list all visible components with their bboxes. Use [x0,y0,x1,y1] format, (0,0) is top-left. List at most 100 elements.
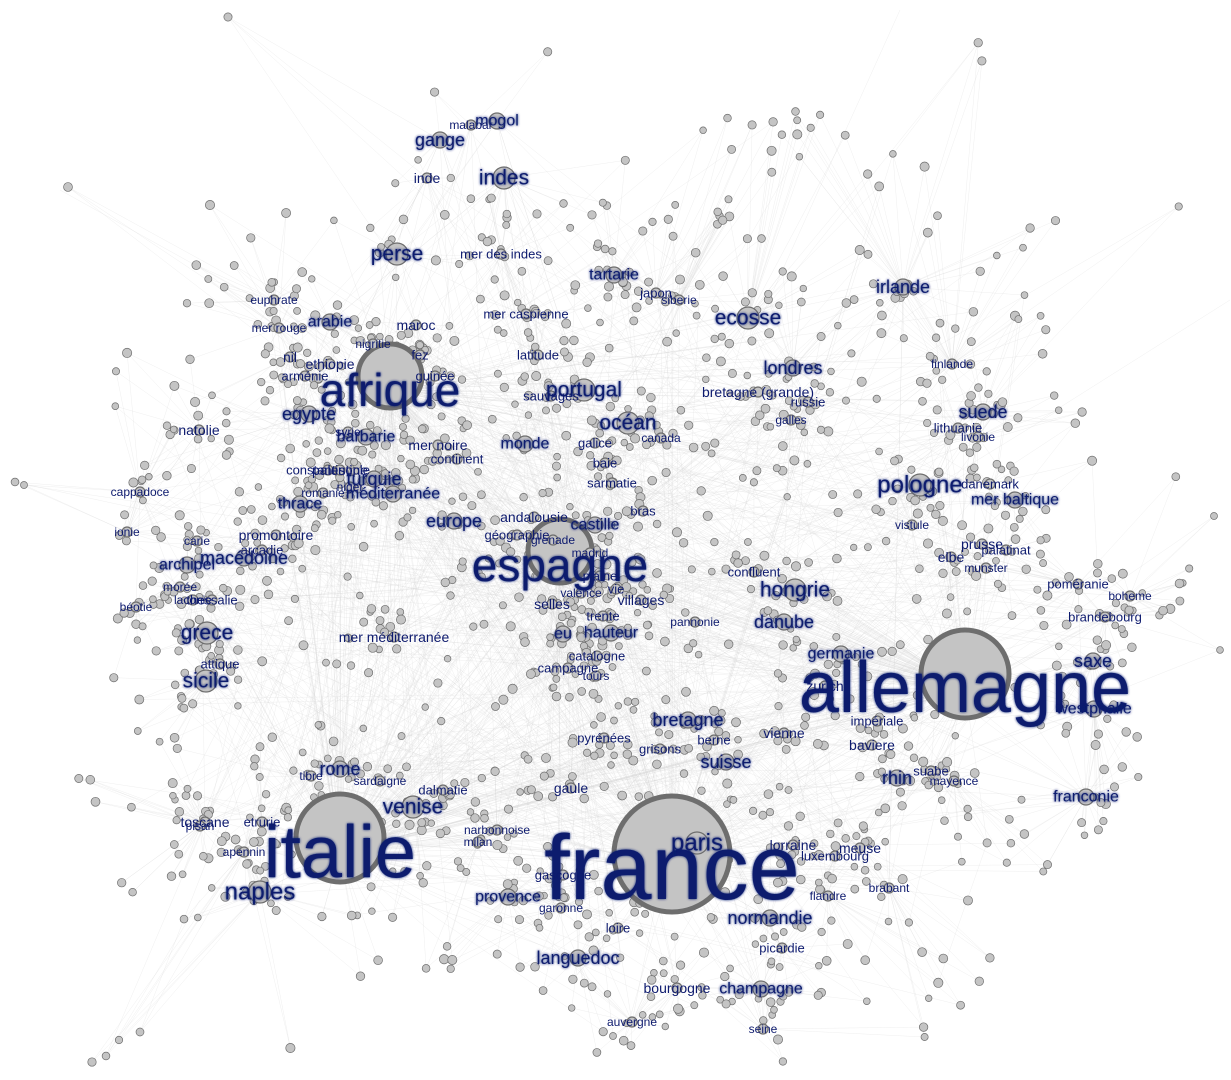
graph-node [543,841,553,852]
graph-node [162,421,172,430]
label-seine: seine [749,1022,778,1036]
graph-node [223,434,234,445]
graph-node [935,318,945,328]
graph-node [765,843,775,853]
graph-node [262,575,272,586]
graph-node [604,439,614,448]
graph-node [672,329,680,337]
graph-node [549,683,558,692]
graph-node [1216,646,1224,654]
graph-node [502,434,510,442]
graph-node [584,304,592,312]
graph-node [208,391,216,400]
label-attique: attique [200,657,239,672]
graph-node [863,249,873,259]
graph-node [643,586,652,594]
graph-node [347,522,356,531]
graph-node [1010,682,1020,692]
graph-node [416,871,424,880]
graph-node [566,618,576,628]
graph-node [796,874,806,885]
graph-node [860,955,870,965]
label-indes: indes [479,167,529,190]
graph-node [314,781,324,791]
label-tibre: tibre [299,769,323,783]
graph-node [1036,606,1046,615]
graph-node [631,302,642,313]
graph-node [614,702,623,710]
graph-node [448,497,456,505]
graph-node [543,47,553,57]
graph-node [220,891,231,902]
graph-node [915,564,924,573]
graph-node [235,601,245,611]
graph-node [833,818,843,828]
graph-node [907,465,916,474]
graph-node [298,640,309,651]
graph-node [800,721,809,730]
graph-node [722,778,733,789]
graph-node [929,428,939,437]
graph-node [1041,505,1051,515]
graph-node [422,861,432,871]
graph-node [1004,476,1013,485]
graph-node [351,409,360,418]
label-latitude: latitude [517,348,559,363]
graph-node [178,870,187,879]
graph-node [673,1003,684,1014]
graph-node [590,751,599,760]
graph-node [655,728,663,737]
graph-node [449,335,460,346]
graph-node [235,584,246,595]
graph-node [1171,472,1181,482]
label-continent: continent [431,452,484,467]
graph-node [1021,564,1031,574]
label-baie: baie [593,456,618,471]
graph-node [890,456,899,466]
graph-node [281,208,291,218]
graph-node [443,655,452,663]
graph-node [365,420,375,430]
label-sarmatie: sarmatie [587,476,637,491]
graph-node [992,459,1002,469]
graph-node [257,377,266,387]
graph-node [63,182,73,192]
graph-node [346,910,357,921]
graph-node [766,145,777,156]
graph-node [375,616,385,625]
label-danube: danube [754,612,814,632]
graph-node [783,493,791,501]
graph-node [310,545,321,556]
graph-node [1042,590,1053,601]
graph-node [439,954,450,965]
graph-node [633,286,644,296]
graph-node [620,438,629,447]
label-naples: naples [225,879,296,906]
graph-node [1009,522,1019,532]
graph-node [183,522,193,531]
graph-node [544,911,553,920]
label-loire: loire [606,921,631,936]
graph-node [790,561,802,572]
graph-node [642,620,652,630]
graph-node [853,489,863,499]
graph-node [184,619,195,629]
graph-node [289,322,298,331]
graph-node [526,785,536,795]
graph-node [923,634,933,645]
graph-node [283,892,292,901]
graph-node [314,436,323,445]
graph-node [872,394,881,403]
graph-node [655,1010,664,1019]
graph-node [171,628,181,638]
graph-node [347,399,358,410]
graph-node [554,862,564,871]
graph-node [250,754,260,764]
graph-node [629,316,639,326]
graph-node [376,332,384,341]
graph-node [697,786,706,795]
graph-node [74,774,84,783]
graph-node [368,907,376,915]
graph-node [366,882,376,892]
graph-node [230,834,241,845]
